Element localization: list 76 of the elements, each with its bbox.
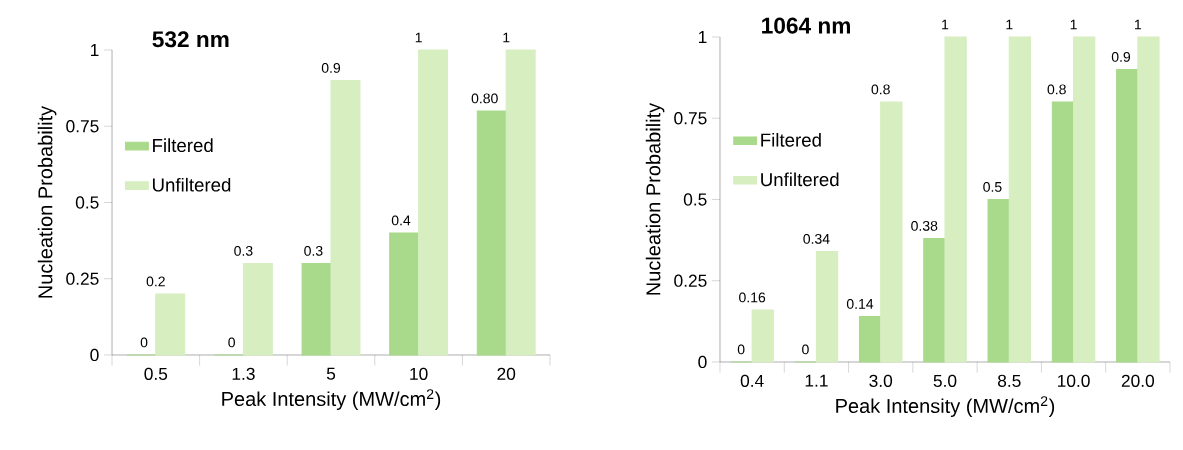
x-tick-label: 1.3 [232, 367, 255, 380]
y-tick-label: 1 [698, 31, 707, 43]
y-axis-title: Nucleation Probability [645, 102, 665, 295]
data-label: 0.2 [146, 276, 165, 287]
data-label: 0 [802, 344, 809, 355]
legend-label: Unfiltered [761, 172, 839, 187]
bar [1137, 36, 1160, 363]
data-label: 1 [503, 32, 510, 43]
legend-label: Unfiltered [152, 177, 231, 192]
bar [1008, 36, 1032, 363]
x-tick-label: 5.0 [933, 374, 957, 387]
bar [330, 79, 361, 356]
bar [987, 198, 1010, 363]
x-tick-label: 20.0 [1121, 374, 1155, 387]
data-label: 0.8 [871, 84, 890, 95]
bar [242, 262, 273, 356]
bar [923, 237, 946, 363]
data-label: 0.8 [1047, 84, 1066, 95]
data-label: 0.9 [1111, 51, 1131, 62]
bar [858, 315, 882, 363]
legend-label: Filtered [761, 132, 821, 147]
x-tick-label: 0.5 [144, 367, 168, 380]
bar [418, 49, 449, 356]
y-tick-label: 0.25 [674, 274, 707, 287]
data-label: 0.4 [391, 215, 411, 226]
bar [944, 36, 967, 363]
bar [301, 262, 332, 356]
bar [880, 101, 903, 363]
y-tick-label: 0 [698, 355, 707, 369]
data-label: 1 [942, 19, 949, 30]
x-tick-label: 10 [410, 367, 428, 380]
data-label: 0 [737, 344, 745, 355]
y-tick-label: 0.5 [75, 196, 99, 209]
data-label: 1 [1070, 19, 1077, 30]
bar [505, 49, 536, 356]
bar [476, 110, 507, 356]
data-label: 0.38 [911, 220, 938, 231]
data-label: 0.16 [739, 292, 766, 303]
bar [389, 232, 420, 356]
x-tick-label: 1.1 [805, 374, 828, 387]
x-tick-label: 3.0 [869, 374, 893, 387]
data-label: 0.5 [983, 181, 1002, 192]
chart-title: 1064 nm [762, 17, 850, 34]
y-axis-title: Nucleation Probability [37, 105, 57, 298]
bar [815, 250, 839, 363]
y-tick-label: 0.75 [66, 120, 99, 133]
x-tick-label: 8.5 [997, 374, 1021, 387]
bar [1051, 101, 1075, 363]
data-label: 1 [415, 32, 422, 43]
data-label: 0.3 [304, 245, 323, 256]
chart-title: 532 nm [152, 31, 229, 48]
bar [751, 309, 774, 363]
legend-label: Filtered [153, 138, 213, 153]
data-label: 0.80 [471, 93, 498, 104]
y-tick-label: 0 [90, 348, 99, 362]
y-tick-label: 0.75 [674, 112, 707, 125]
y-tick-label: 1 [90, 44, 99, 56]
x-tick-label: 0.4 [740, 374, 764, 387]
x-tick-label: 10.0 [1058, 374, 1090, 387]
y-tick-label: 0.5 [683, 193, 707, 206]
bar [155, 293, 186, 356]
x-axis-title: Peak Intensity (MW/cm$^{2}$) [222, 389, 441, 411]
data-label: 0 [228, 337, 235, 348]
data-label: 0.3 [234, 245, 253, 256]
data-label: 0.9 [321, 62, 341, 73]
data-label: 1 [1135, 19, 1142, 30]
data-label: 0.14 [846, 298, 874, 309]
data-label: 0 [140, 337, 148, 348]
x-axis-title: Peak Intensity (MW/cm$^{2}$) [836, 396, 1055, 418]
x-tick-label: 20 [497, 367, 516, 380]
data-label: 0.34 [803, 233, 830, 244]
bar [1116, 68, 1139, 363]
x-tick-label: 5 [326, 367, 336, 380]
y-tick-label: 0.25 [66, 272, 99, 285]
bar [1073, 36, 1096, 363]
data-label: 1 [1006, 19, 1013, 30]
